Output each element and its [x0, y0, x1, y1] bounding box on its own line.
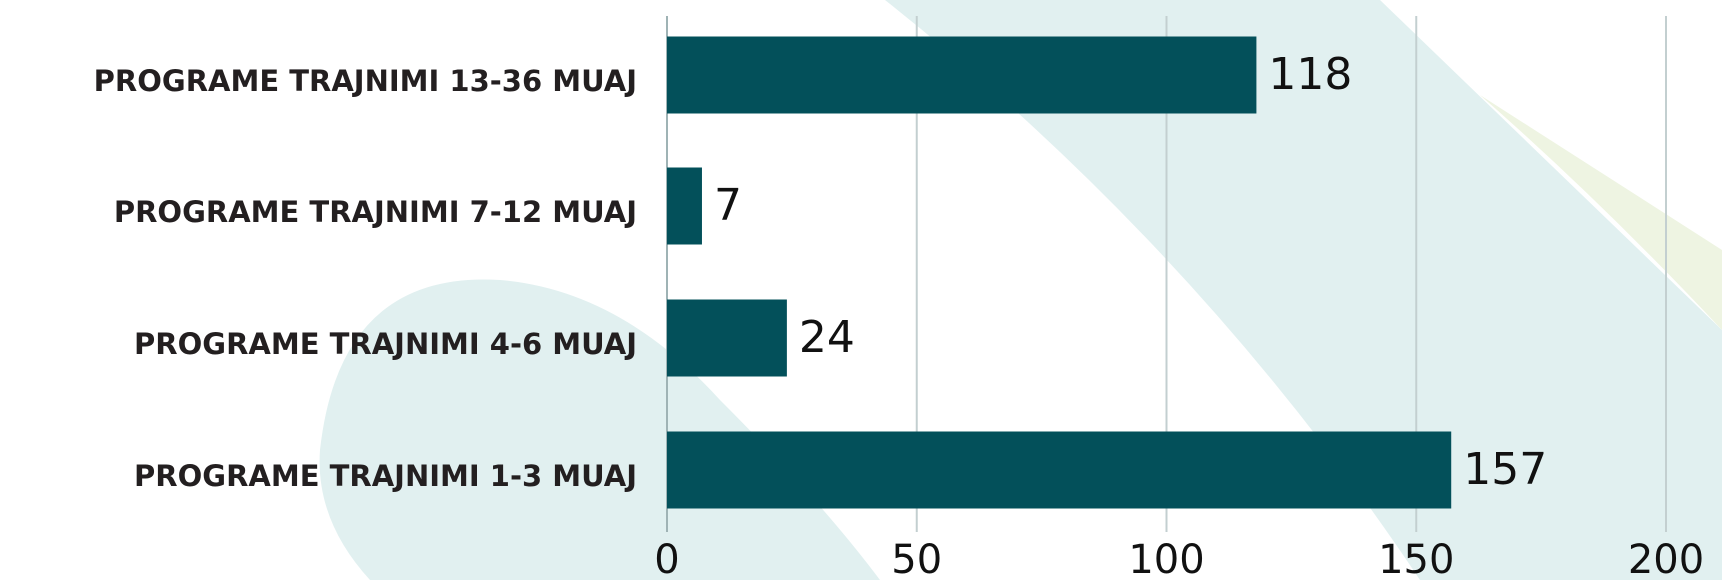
y-tick-label: PROGRAME TRAJNIMI 13-36 MUAJ [94, 64, 637, 98]
x-tick-label: 50 [891, 537, 942, 580]
y-tick-label: PROGRAME TRAJNIMI 4-6 MUAJ [134, 327, 637, 361]
value-label: 118 [1268, 49, 1352, 100]
y-tick-label: PROGRAME TRAJNIMI 7-12 MUAJ [114, 195, 637, 229]
x-tick-label: 100 [1128, 537, 1204, 580]
x-tick-label: 150 [1378, 537, 1454, 580]
y-tick-label: PROGRAME TRAJNIMI 1-3 MUAJ [134, 459, 637, 493]
x-tick-label: 0 [654, 537, 679, 580]
bar [667, 431, 1452, 509]
bar [667, 167, 702, 245]
value-label: 24 [799, 312, 855, 363]
bar [667, 299, 787, 377]
x-tick-label: 200 [1628, 537, 1704, 580]
value-label: 157 [1463, 444, 1547, 495]
bar [667, 36, 1257, 114]
value-label: 7 [714, 180, 742, 231]
